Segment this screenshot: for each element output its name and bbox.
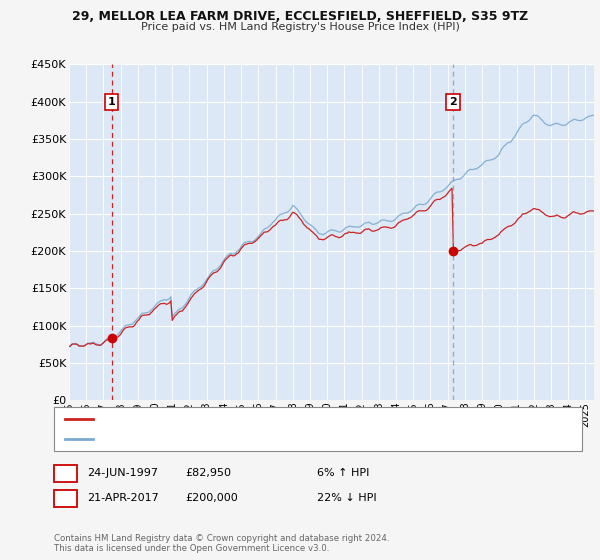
Text: 2: 2	[62, 493, 69, 503]
Text: £200,000: £200,000	[185, 493, 238, 503]
Text: HPI: Average price, detached house, Sheffield: HPI: Average price, detached house, Shef…	[98, 433, 326, 444]
Text: 6% ↑ HPI: 6% ↑ HPI	[317, 468, 369, 478]
Text: 29, MELLOR LEA FARM DRIVE, ECCLESFIELD, SHEFFIELD, S35 9TZ (detached house): 29, MELLOR LEA FARM DRIVE, ECCLESFIELD, …	[98, 414, 514, 424]
Text: £82,950: £82,950	[185, 468, 231, 478]
Text: Price paid vs. HM Land Registry's House Price Index (HPI): Price paid vs. HM Land Registry's House …	[140, 22, 460, 32]
Text: 2: 2	[449, 97, 457, 107]
Text: 29, MELLOR LEA FARM DRIVE, ECCLESFIELD, SHEFFIELD, S35 9TZ: 29, MELLOR LEA FARM DRIVE, ECCLESFIELD, …	[72, 10, 528, 23]
Text: 1: 1	[108, 97, 116, 107]
Text: 1: 1	[62, 468, 69, 478]
Text: 22% ↓ HPI: 22% ↓ HPI	[317, 493, 376, 503]
Text: 24-JUN-1997: 24-JUN-1997	[88, 468, 158, 478]
Text: 21-APR-2017: 21-APR-2017	[88, 493, 160, 503]
Text: Contains HM Land Registry data © Crown copyright and database right 2024.
This d: Contains HM Land Registry data © Crown c…	[54, 534, 389, 553]
